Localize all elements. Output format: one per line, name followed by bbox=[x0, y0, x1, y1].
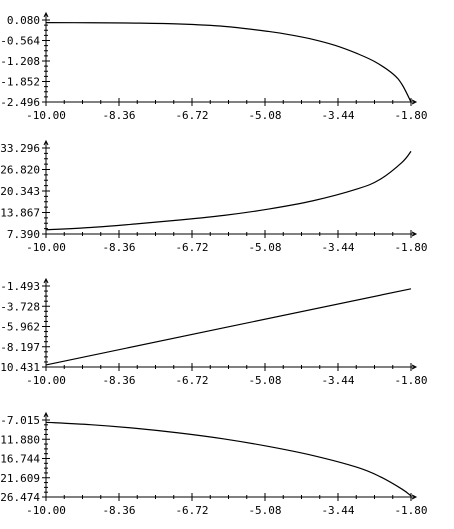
y-tick-label: -1.208 bbox=[0, 55, 40, 68]
x-tick-label: -8.36 bbox=[102, 109, 135, 122]
x-tick-label: -5.08 bbox=[248, 241, 281, 254]
chart-panel-1: -10.00 -8.36 -6.72 -5.08 -3.44 -1.80 0.080 -0.5… bbox=[0, 11, 428, 122]
x-tick-label: -6.72 bbox=[175, 109, 208, 122]
x-tick-label: -5.08 bbox=[248, 109, 281, 122]
series-line-1 bbox=[45, 22, 412, 103]
series-line-1 bbox=[45, 150, 412, 231]
y-tick-label: -8.197 bbox=[0, 341, 40, 354]
chart-panel-3: -10.00 -8.36 -6.72 -5.08 -3.44 -1.80 -1.493 -3.… bbox=[0, 277, 428, 387]
x-tick-label: -1.80 bbox=[394, 374, 427, 387]
y-tick-label: 20.343 bbox=[0, 185, 40, 198]
x-tick-label: -5.08 bbox=[248, 504, 281, 517]
y-tick-label: -5.962 bbox=[0, 321, 40, 334]
y-tick-label: -16.744 bbox=[0, 453, 40, 466]
y-tick-label: 26.820 bbox=[0, 164, 40, 177]
y-tick-label: -3.728 bbox=[0, 300, 40, 313]
y-tick-label: -10.431 bbox=[0, 361, 40, 374]
y-tick-label: 33.296 bbox=[0, 142, 40, 155]
x-tick-label: -3.44 bbox=[321, 374, 354, 387]
x-axis-arrow bbox=[411, 231, 418, 237]
x-tick-label: -10.00 bbox=[26, 241, 66, 254]
x-axis-arrow bbox=[411, 364, 418, 370]
y-tick-label: -21.609 bbox=[0, 472, 40, 485]
y-tick-label: 13.867 bbox=[0, 207, 40, 220]
y-tick-label: -1.493 bbox=[0, 280, 40, 293]
y-tick-label: 7.390 bbox=[7, 228, 40, 241]
y-tick-label: 0.080 bbox=[7, 14, 40, 27]
chart-panel-2: -10.00 -8.36 -6.72 -5.08 -3.44 -1.80 33.296 26.… bbox=[0, 139, 428, 254]
x-tick-label: -1.80 bbox=[394, 241, 427, 254]
x-tick-label: -10.00 bbox=[26, 374, 66, 387]
y-tick-label: -1.852 bbox=[0, 76, 40, 89]
chart-panel-4: -10.00 -8.36 -6.72 -5.08 -3.44 -1.80 -7.015 -11… bbox=[0, 411, 428, 517]
x-tick-label: -8.36 bbox=[102, 374, 135, 387]
y-axis-arrow bbox=[43, 139, 49, 146]
y-tick-label: -11.880 bbox=[0, 433, 40, 446]
y-axis-arrow bbox=[43, 11, 49, 18]
y-tick-label: -26.474 bbox=[0, 491, 40, 504]
series-line-1 bbox=[45, 421, 412, 497]
x-tick-label: -1.80 bbox=[394, 109, 427, 122]
x-tick-label: -6.72 bbox=[175, 374, 208, 387]
y-tick-label: -2.496 bbox=[0, 96, 40, 109]
series-line-1 bbox=[45, 288, 412, 366]
y-axis-arrow bbox=[43, 277, 49, 284]
y-tick-label: -0.564 bbox=[0, 35, 40, 48]
x-axis-arrow bbox=[411, 494, 418, 500]
x-tick-label: -6.72 bbox=[175, 504, 208, 517]
x-tick-label: -6.72 bbox=[175, 241, 208, 254]
x-tick-label: -3.44 bbox=[321, 504, 354, 517]
x-tick-label: -10.00 bbox=[26, 504, 66, 517]
x-tick-label: -3.44 bbox=[321, 109, 354, 122]
y-tick-label: -7.015 bbox=[0, 414, 40, 427]
x-tick-label: -3.44 bbox=[321, 241, 354, 254]
y-axis-arrow bbox=[43, 411, 49, 418]
x-axis-arrow bbox=[411, 99, 418, 105]
x-tick-label: -5.08 bbox=[248, 374, 281, 387]
x-tick-label: -1.80 bbox=[394, 504, 427, 517]
x-tick-label: -10.00 bbox=[26, 109, 66, 122]
x-tick-label: -8.36 bbox=[102, 504, 135, 517]
x-tick-label: -8.36 bbox=[102, 241, 135, 254]
